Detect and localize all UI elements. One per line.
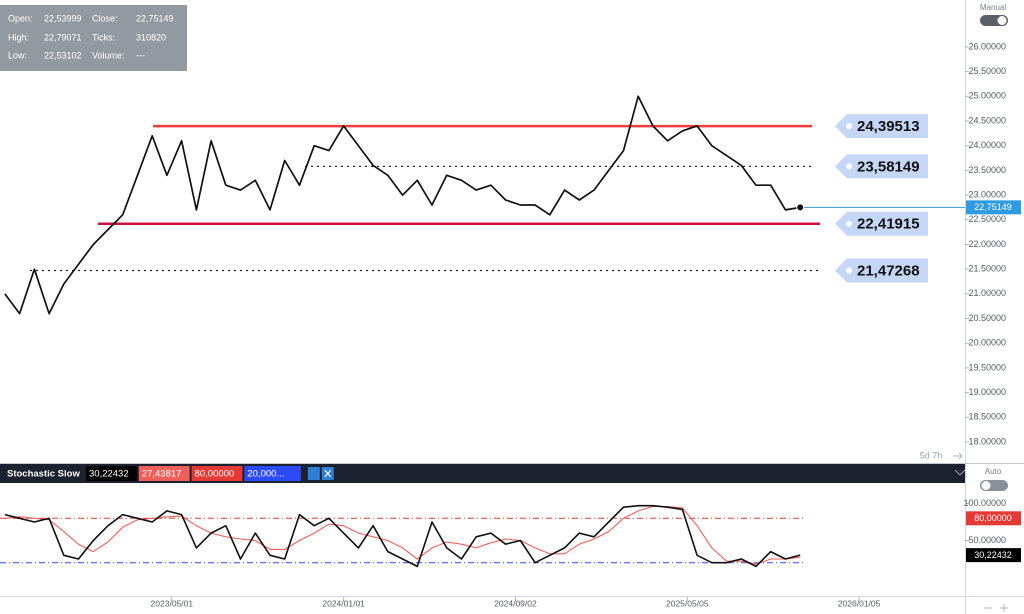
y-tick-label: 23.00000 bbox=[968, 189, 1006, 199]
y-tick-label: 20.00000 bbox=[968, 338, 1006, 348]
y-tick-label: 23.50000 bbox=[968, 165, 1006, 175]
x-tick-label: 2025/05/05 bbox=[666, 598, 709, 608]
level-badge bbox=[835, 154, 928, 179]
scale-toggle[interactable] bbox=[980, 480, 1008, 491]
x-tick-label: 2024/01/01 bbox=[322, 598, 365, 608]
x-tick-label: 2026/01/05 bbox=[838, 598, 881, 608]
y-tick-label: 24.00000 bbox=[968, 140, 1006, 150]
level-badge-dot bbox=[846, 220, 852, 227]
x-tick-label: 2024/09/02 bbox=[494, 598, 537, 608]
y-tick-label: 18.50000 bbox=[968, 412, 1006, 422]
y-tick-label: 26.00000 bbox=[968, 41, 1006, 51]
info-value: 22,75149 bbox=[136, 13, 174, 23]
info-value: 22,53102 bbox=[44, 50, 82, 60]
scale-mode-label: Manual bbox=[980, 3, 1006, 12]
series-line bbox=[4, 95, 801, 315]
y-tick-label: 25.50000 bbox=[968, 66, 1006, 76]
last-point bbox=[796, 203, 805, 212]
axis-value-label: 30,22432 bbox=[974, 550, 1012, 560]
y-tick-label: 19.50000 bbox=[968, 362, 1006, 372]
indicator-title: Stochastic Slow bbox=[7, 469, 80, 480]
header-chip-label: 30,22432 bbox=[89, 469, 129, 480]
header-button[interactable] bbox=[307, 467, 320, 480]
scale-toggle[interactable] bbox=[980, 15, 1008, 26]
y-tick-label: 22.50000 bbox=[968, 214, 1006, 224]
scale-mode-label: Auto bbox=[985, 467, 1002, 476]
header-chip bbox=[244, 466, 301, 481]
axis-value-badge bbox=[966, 511, 1021, 526]
level-badge bbox=[835, 114, 928, 139]
header-chip-label: 80,00000 bbox=[195, 469, 235, 480]
info-value: 310820 bbox=[136, 32, 166, 42]
axis-value-label: 80,00000 bbox=[974, 513, 1012, 523]
toggle-knob[interactable] bbox=[997, 16, 1007, 25]
info-box: Open: 22,53999 Close: 22,75149 High: 22,… bbox=[0, 5, 187, 71]
info-label: Ticks: bbox=[92, 32, 115, 42]
info-box-bg bbox=[0, 5, 187, 71]
y-tick-label: 21.50000 bbox=[968, 264, 1006, 274]
info-label: Open: bbox=[8, 13, 33, 23]
bar-timer: 5d 7h bbox=[920, 450, 943, 460]
info-label: Low: bbox=[8, 50, 27, 60]
last-price-label: 22,75149 bbox=[974, 202, 1012, 212]
info-label: High: bbox=[8, 32, 29, 42]
header-chip bbox=[191, 466, 243, 481]
collapse-arrow[interactable] bbox=[954, 469, 966, 476]
level-badge bbox=[835, 211, 928, 236]
level-label: 23,58149 bbox=[857, 158, 920, 175]
y-tick-label: 24.50000 bbox=[968, 115, 1006, 125]
axis-value-badge bbox=[966, 548, 1021, 563]
header-chip-label: 27,43817 bbox=[142, 469, 182, 480]
header-chip bbox=[138, 466, 190, 481]
level-badge-dot bbox=[846, 123, 852, 130]
info-label: Volume: bbox=[92, 50, 125, 60]
level-label: 22,41915 bbox=[857, 216, 920, 233]
info-value: --- bbox=[136, 50, 145, 60]
level-badge-dot bbox=[846, 163, 852, 170]
y-tick-label: 100.00000 bbox=[963, 498, 1006, 508]
last-price-badge bbox=[966, 200, 1021, 215]
series-line bbox=[4, 504, 801, 568]
level-badge bbox=[835, 258, 928, 283]
y-tick-label: 20.50000 bbox=[968, 313, 1006, 323]
header-chip-label: 20,000... bbox=[247, 469, 284, 480]
y-tick-label: 19.00000 bbox=[968, 387, 1006, 397]
level-label: 21,47268 bbox=[857, 262, 920, 279]
header-chip bbox=[86, 466, 137, 481]
info-label: Close: bbox=[92, 13, 118, 23]
y-tick-label: 22.00000 bbox=[968, 239, 1006, 249]
toggle-knob[interactable] bbox=[981, 481, 991, 490]
level-badge-dot bbox=[846, 267, 852, 274]
y-tick-label: 25.00000 bbox=[968, 91, 1006, 101]
y-tick-label: 18.00000 bbox=[968, 436, 1006, 446]
y-tick-label: 50.00000 bbox=[968, 535, 1006, 545]
level-label: 24,39513 bbox=[857, 118, 920, 135]
x-tick-label: 2023/05/01 bbox=[151, 598, 194, 608]
info-value: 22,79071 bbox=[44, 32, 82, 42]
scroll-arrow[interactable] bbox=[953, 452, 963, 460]
close-icon[interactable] bbox=[324, 469, 332, 478]
info-value: 22,53999 bbox=[44, 13, 82, 23]
zoom-controls[interactable] bbox=[984, 604, 1008, 612]
y-tick-label: 21.00000 bbox=[968, 288, 1006, 298]
